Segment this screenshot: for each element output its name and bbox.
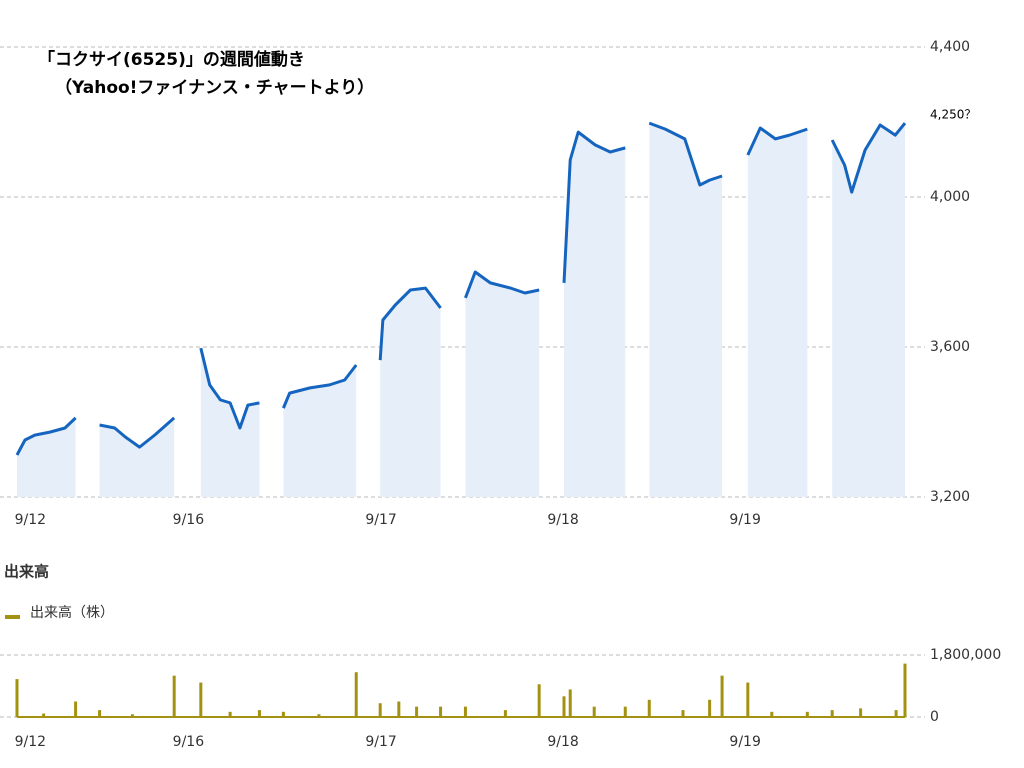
annotation: 4,250？ <box>930 108 976 122</box>
chart-title: 「コクサイ(6525)」の週間値動き <box>38 49 305 70</box>
volume-bar <box>859 708 863 717</box>
x-tick-label: 9/17 <box>365 512 396 528</box>
x-tick-label: 9/17 <box>365 734 396 750</box>
volume-bar <box>98 710 102 717</box>
volume-bar <box>623 706 627 717</box>
y-tick-label: 4,000 <box>930 189 970 205</box>
volume-bar <box>503 710 507 717</box>
volume-bar <box>708 699 712 717</box>
volume-bar <box>720 675 724 717</box>
x-tick-label: 9/19 <box>729 512 760 528</box>
volume-bar <box>74 701 78 717</box>
x-tick-label: 9/16 <box>173 512 205 528</box>
x-tick-label: 9/18 <box>547 734 578 750</box>
volume-bar <box>42 713 46 717</box>
volume-bar <box>354 672 358 717</box>
chart-subtitle: （Yahoo!ファイナンス・チャートより） <box>55 77 374 98</box>
volume-bar <box>562 696 566 717</box>
volume-bar <box>199 682 203 717</box>
x-tick-label: 9/19 <box>729 734 760 750</box>
volume-bar <box>746 682 750 717</box>
volume-bar <box>805 711 809 717</box>
volume-bar <box>397 701 401 717</box>
y-tick-label: 4,400 <box>930 39 970 55</box>
volume-bar <box>830 710 834 717</box>
y-tick-label: 1,800,000 <box>930 647 1001 663</box>
volume-bar <box>592 706 596 717</box>
volume-bar <box>681 710 685 717</box>
volume-bar <box>228 711 232 717</box>
x-tick-label: 9/12 <box>15 512 46 528</box>
legend-label: 出来高（株） <box>30 604 114 621</box>
volume-title: 出来高 <box>4 563 49 581</box>
x-tick-label: 9/16 <box>173 734 205 750</box>
volume-bar <box>770 711 774 717</box>
price-area <box>17 123 905 497</box>
x-tick-label: 9/18 <box>547 512 578 528</box>
volume-bar <box>894 710 898 717</box>
volume-bar <box>568 689 572 717</box>
volume-bar <box>415 706 419 717</box>
volume-bar <box>15 679 19 717</box>
volume-bar <box>317 714 321 717</box>
volume-bar <box>172 675 176 717</box>
volume-bar <box>281 711 285 717</box>
volume-bar <box>647 699 651 717</box>
volume-bar <box>903 663 907 717</box>
y-tick-label: 0 <box>930 709 939 725</box>
volume-bar <box>257 710 261 717</box>
x-tick-label: 9/12 <box>15 734 46 750</box>
y-tick-label: 3,600 <box>930 339 970 355</box>
volume-bar <box>537 684 541 717</box>
volume-bar <box>463 706 467 717</box>
price-line <box>15 121 907 456</box>
y-tick-label: 3,200 <box>930 489 970 505</box>
volume-bar <box>130 714 134 717</box>
volume-bar <box>378 703 382 717</box>
volume-bar <box>439 706 443 717</box>
